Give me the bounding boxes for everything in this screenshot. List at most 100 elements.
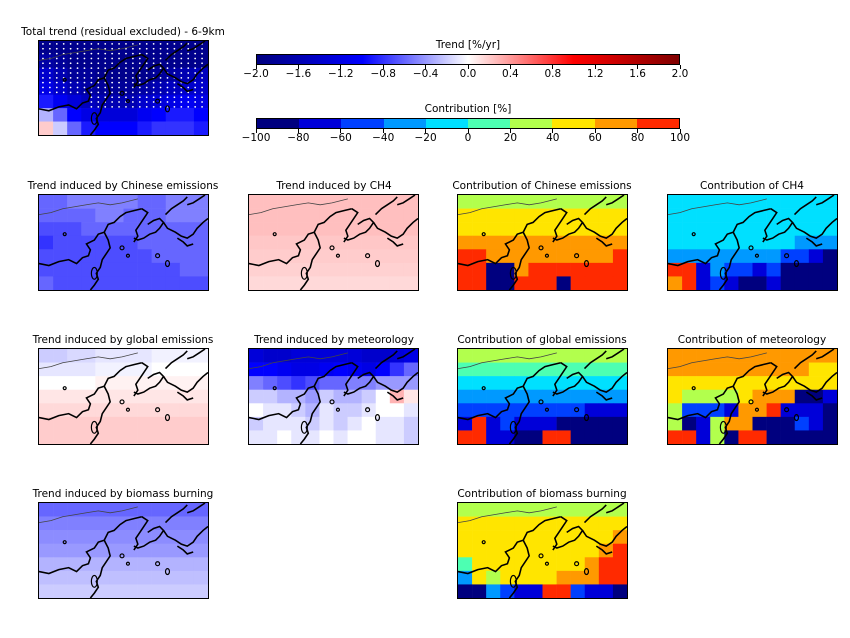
- heatmap-cell: [375, 208, 391, 223]
- heatmap-cell: [277, 416, 292, 431]
- coastline: [762, 362, 778, 397]
- coastline: [39, 515, 142, 575]
- significance-dot: [76, 91, 79, 94]
- heatmap-cell: [179, 41, 195, 55]
- significance-dot: [159, 101, 162, 103]
- heatmap-cell: [67, 54, 82, 69]
- coastline: [583, 350, 607, 370]
- heatmap-cell: [375, 362, 391, 377]
- heatmap-cell: [361, 416, 377, 431]
- significance-dot: [104, 106, 107, 108]
- heatmap-cell: [584, 416, 600, 431]
- heatmap-cell: [81, 349, 96, 363]
- significance-dot: [159, 47, 162, 50]
- heatmap-cell: [738, 362, 753, 377]
- heatmap-cell: [123, 557, 138, 572]
- heatmap-cell: [403, 195, 418, 209]
- significance-dot: [90, 106, 93, 108]
- significance-dot: [83, 62, 86, 65]
- colorbar-tick-mark: [552, 129, 554, 133]
- heatmap-cell: [109, 349, 124, 363]
- heatmap-cell: [598, 403, 614, 418]
- heatmap-cell: [109, 557, 124, 572]
- heatmap-cell: [584, 430, 600, 444]
- island-outline: [300, 266, 308, 280]
- significance-dot: [97, 96, 100, 99]
- heatmap-cell: [347, 403, 362, 418]
- heatmap-cell: [724, 349, 739, 363]
- heatmap-cell: [500, 208, 515, 223]
- heatmap-cell: [109, 222, 124, 237]
- significance-dot: [159, 81, 162, 84]
- coastline: [133, 217, 165, 241]
- heatmap-cell: [808, 249, 824, 264]
- significance-dot: [48, 43, 51, 45]
- significance-dot: [145, 101, 148, 103]
- heatmap-cell: [319, 376, 334, 391]
- coastline: [396, 195, 416, 206]
- heatmap-cell: [81, 416, 96, 431]
- significance-dot: [97, 81, 100, 84]
- heatmap-cell: [53, 81, 68, 96]
- heatmap-cell: [738, 262, 753, 277]
- significance-dot: [173, 81, 176, 84]
- heatmap-cell: [766, 262, 781, 277]
- heatmap-cell: [766, 208, 781, 223]
- heatmap-cell: [179, 67, 195, 82]
- heatmap-cell: [137, 276, 152, 290]
- coastline: [605, 195, 625, 206]
- colorbar-tick-label: 2.0: [671, 68, 689, 80]
- heatmap-cell: [780, 362, 796, 377]
- significance-dot: [131, 67, 134, 70]
- total-heatmap: [39, 41, 208, 135]
- heatmap-cell: [794, 276, 810, 290]
- heatmap-cell: [612, 208, 627, 223]
- significance-dot: [55, 86, 58, 89]
- significance-dot: [152, 101, 155, 103]
- coastline: [605, 503, 625, 514]
- significance-dot: [131, 52, 134, 55]
- heatmap-cell: [724, 276, 739, 290]
- heatmap-cell: [151, 121, 167, 135]
- heatmap-cell: [612, 403, 627, 418]
- significance-dot: [187, 67, 190, 70]
- heatmap-cell: [542, 349, 557, 363]
- heatmap-cell: [375, 235, 391, 250]
- significance-dot: [90, 96, 93, 99]
- significance-dot: [111, 62, 114, 65]
- significance-dot: [194, 62, 197, 65]
- significance-dot: [166, 101, 169, 103]
- coastline: [595, 237, 613, 247]
- coastline: [458, 361, 561, 421]
- heatmap-cell: [39, 195, 54, 209]
- island-outline: [574, 561, 580, 567]
- heatmap-cell: [570, 584, 586, 598]
- heatmap-cell: [39, 41, 54, 55]
- heatmap-cell: [710, 416, 725, 431]
- heatmap-cell: [584, 389, 600, 404]
- coastline: [605, 349, 625, 360]
- heatmap-cell: [53, 276, 68, 290]
- heatmap-cell: [389, 276, 405, 290]
- heatmap-cell: [249, 276, 264, 290]
- heatmap-cell: [375, 389, 391, 404]
- heatmap-cell: [109, 235, 124, 250]
- island-outline: [538, 553, 544, 559]
- heatmap-cell: [67, 67, 82, 82]
- significance-dot: [145, 67, 148, 70]
- significance-dot: [111, 81, 114, 84]
- heatmap-cell: [668, 222, 683, 237]
- heatmap-cell: [472, 403, 487, 418]
- heatmap-cell: [165, 235, 181, 250]
- heatmap-cell: [67, 208, 82, 223]
- heatmap-cell: [95, 362, 110, 377]
- island-outline: [119, 245, 125, 251]
- heatmap-cell: [95, 41, 110, 55]
- heatmap-cell: [165, 262, 181, 277]
- colorbar-tick-label: −1.6: [285, 68, 312, 80]
- heatmap-cell: [514, 376, 529, 391]
- heatmap-cell: [333, 416, 348, 431]
- significance-dot: [138, 57, 141, 60]
- heatmap-cell: [109, 94, 124, 109]
- coastline: [815, 195, 835, 206]
